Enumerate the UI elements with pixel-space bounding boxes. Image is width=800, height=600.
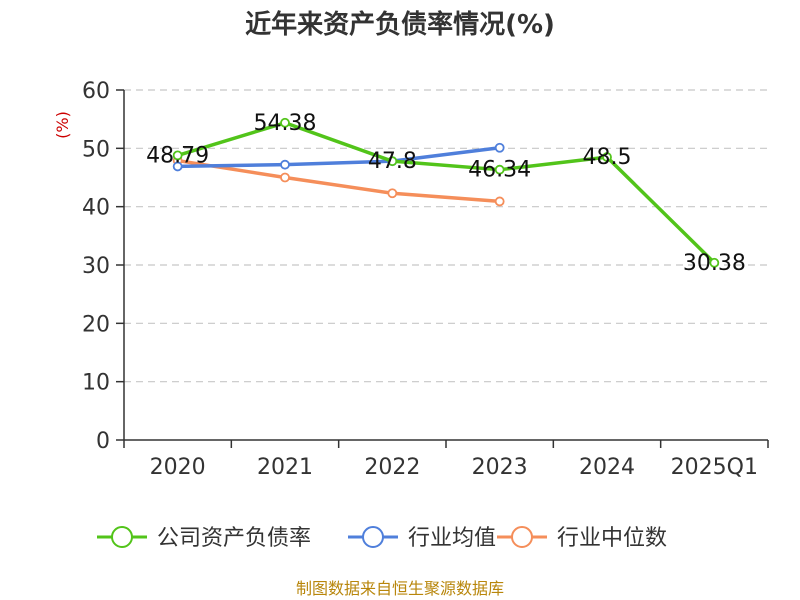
data-label: 47.8: [368, 149, 417, 174]
legend-marker: [511, 526, 533, 548]
data-point: [494, 142, 505, 153]
chart-title: 近年来资产负债率情况(%): [245, 9, 555, 40]
y-tick-label: 40: [82, 196, 110, 221]
legend-item: 行业均值: [348, 526, 496, 551]
data-label: 30.38: [683, 251, 746, 276]
x-tick-label: 2021: [257, 455, 313, 480]
legend-label: 行业均值: [408, 526, 496, 551]
data-labels: 48.79 54.38 47.8 46.34 48.5 30.38: [146, 111, 746, 276]
data-point: [172, 161, 183, 172]
x-tick-label: 2024: [579, 455, 635, 480]
x-tick-label: 2020: [150, 455, 206, 480]
series-line: [177, 146, 500, 169]
data-point: [602, 152, 612, 162]
x-tick-label: 2025Q1: [671, 455, 758, 480]
data-point: [280, 172, 290, 183]
data-point: [494, 164, 505, 175]
y-axis-unit: (%): [53, 111, 72, 139]
grid-lines: [124, 89, 768, 383]
data-label: 46.34: [468, 158, 531, 183]
data-label: 48.5: [583, 145, 632, 170]
legend-label: 行业中位数: [557, 526, 667, 551]
legend-label: 公司资产负债率: [157, 526, 311, 551]
data-label: 48.79: [146, 143, 209, 168]
data-point: [387, 188, 398, 199]
y-tick-label: 30: [82, 254, 110, 279]
series-line: [177, 121, 716, 265]
legend-marker: [111, 526, 133, 548]
data-point: [280, 117, 290, 128]
x-axis-ticks: 2020 2021 2022 2023 2024 2025Q1: [123, 440, 769, 480]
data-point: [494, 196, 505, 207]
y-tick-label: 10: [82, 371, 110, 396]
legend: 公司资产负债率 行业均值 行业中位数: [97, 526, 667, 551]
y-axis-ticks: 0 10 20 30 40 50 60: [82, 79, 124, 454]
legend-item: 公司资产负债率: [97, 526, 311, 551]
data-point: [709, 257, 720, 268]
y-tick-label: 20: [82, 312, 110, 337]
data-point: [172, 150, 183, 161]
y-tick-label: 0: [96, 429, 110, 454]
y-tick-label: 50: [82, 137, 110, 162]
y-tick-label: 60: [82, 79, 110, 104]
source-note: 制图数据来自恒生聚源数据库: [296, 579, 504, 598]
series-layer: [172, 117, 720, 268]
data-point: [387, 156, 398, 167]
legend-marker: [362, 526, 384, 548]
data-point: [280, 159, 290, 170]
x-tick-label: 2023: [472, 455, 528, 480]
series-line: [177, 158, 500, 204]
legend-item: 行业中位数: [497, 526, 667, 551]
data-label: 54.38: [254, 111, 317, 136]
x-tick-label: 2022: [364, 455, 420, 480]
